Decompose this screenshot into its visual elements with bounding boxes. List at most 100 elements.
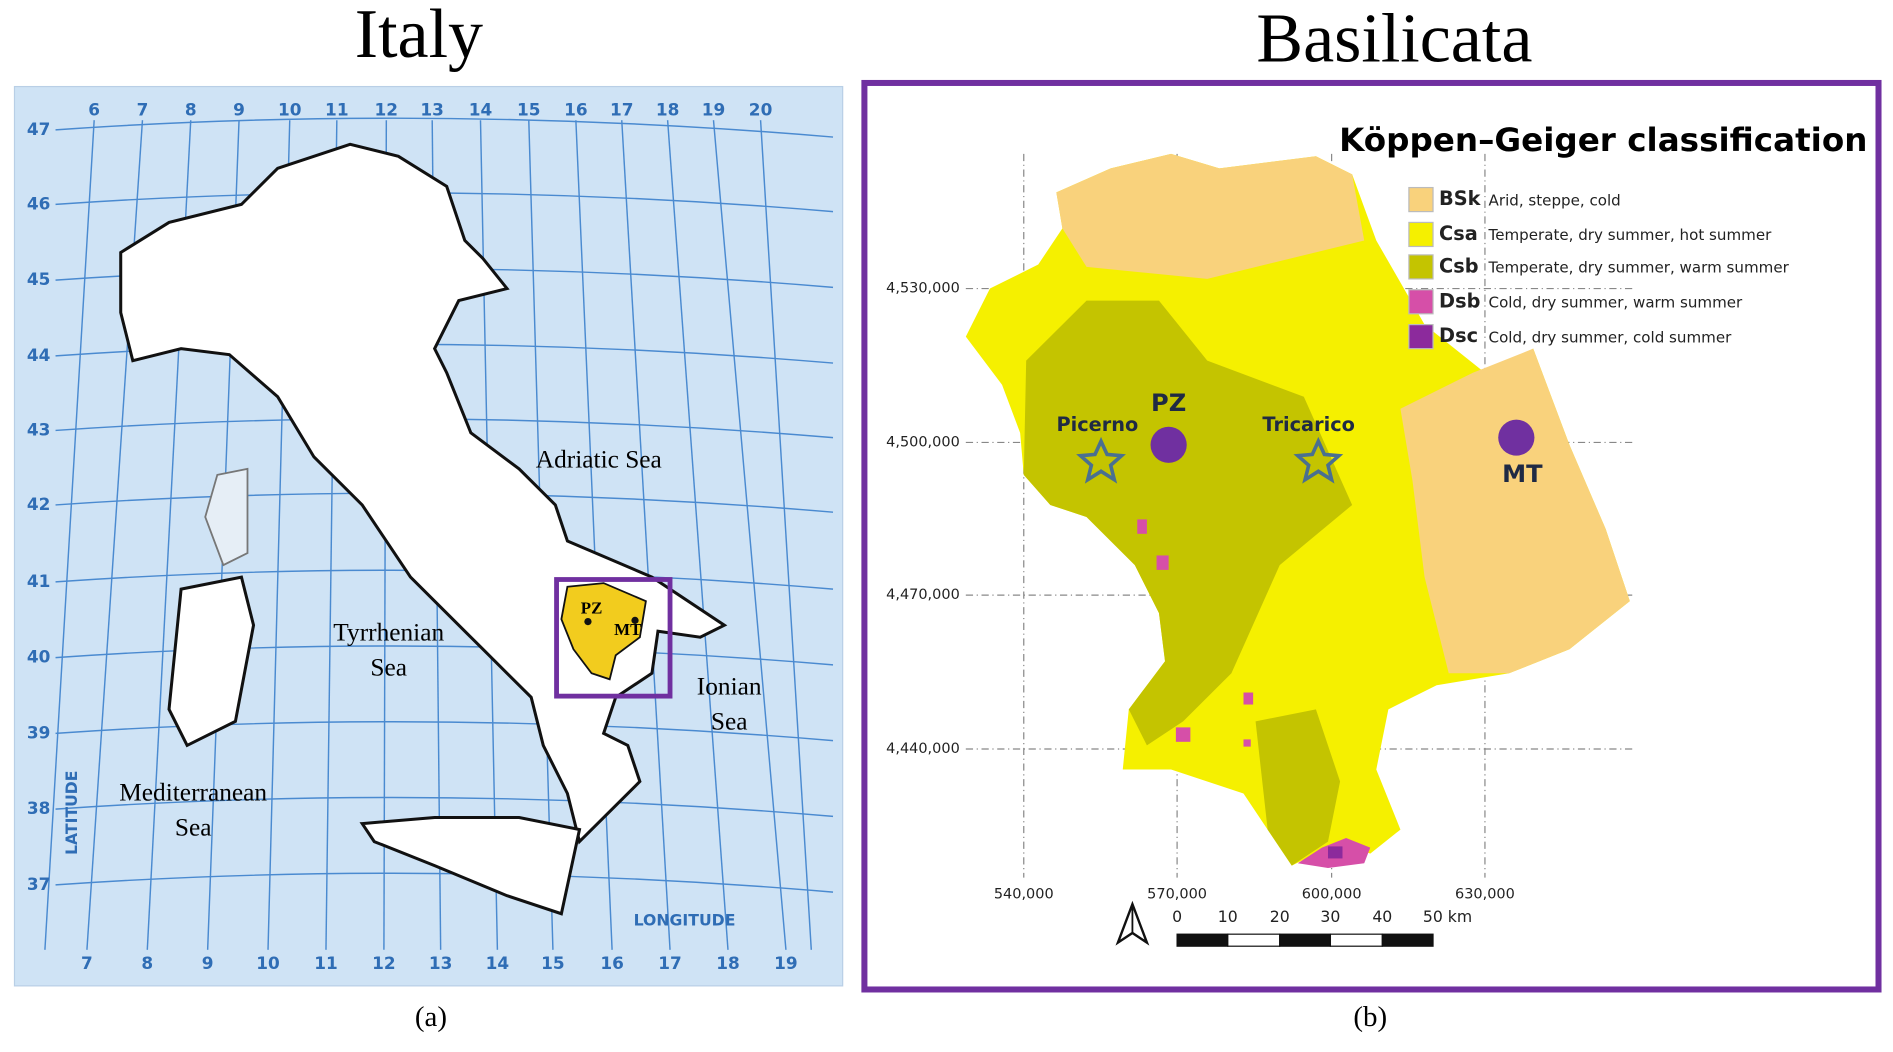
city-dot <box>631 616 639 624</box>
corsica <box>204 467 249 567</box>
basilicata-region <box>560 582 647 681</box>
dsb-patch <box>1175 727 1191 742</box>
scale-segment <box>1329 933 1383 947</box>
city-marker <box>1150 426 1187 463</box>
map-frame <box>13 85 844 987</box>
scale-segment <box>1227 933 1281 947</box>
latitude-label: 45 <box>27 269 51 289</box>
dsb-patch <box>1243 692 1254 705</box>
place-label: Picerno <box>1056 413 1138 436</box>
meridian <box>759 120 813 950</box>
legend-swatch <box>1408 254 1434 280</box>
latitude-label: 44 <box>27 345 51 365</box>
longitude-label: 7 <box>81 953 93 973</box>
latitude-label: 40 <box>27 647 51 667</box>
northing-label: 4,440,000 <box>886 741 960 757</box>
longitude-label: 19 <box>702 100 726 120</box>
latitude-label: 47 <box>27 119 51 139</box>
longitude-label: 16 <box>600 953 624 973</box>
latitude-label: 37 <box>27 874 51 894</box>
place-label: PZ <box>1151 389 1186 417</box>
caption: (a) <box>415 1001 447 1033</box>
legend-code: Csa <box>1439 222 1478 245</box>
legend-swatch <box>1408 186 1434 213</box>
longitude-label: 9 <box>233 100 245 120</box>
longitude-label: 7 <box>137 100 149 120</box>
longitude-label: 19 <box>774 953 798 973</box>
scale-label: 40 <box>1372 907 1392 926</box>
longitude-label: 13 <box>420 100 444 120</box>
place-label: Tricarico <box>1262 413 1355 436</box>
scale-label: 10 <box>1218 907 1238 926</box>
scale-segment <box>1176 933 1229 947</box>
sea-label: Mediterranean <box>119 779 267 807</box>
scale-segment <box>1381 933 1434 947</box>
legend-swatch <box>1408 289 1434 315</box>
easting-label: 600,000 <box>1302 887 1362 903</box>
legend-title: Köppen–Geiger classification <box>1339 121 1867 159</box>
longitude-label: 8 <box>141 953 153 973</box>
dsb-patch <box>1137 519 1147 534</box>
northing-label: 4,500,000 <box>886 434 960 450</box>
region-dsc <box>1327 846 1343 859</box>
longitude-label: 18 <box>716 953 740 973</box>
dsc-patch <box>1327 846 1343 859</box>
legend-swatch <box>1408 221 1434 248</box>
longitude-label: 17 <box>610 100 634 120</box>
scale-label: 0 <box>1172 907 1182 926</box>
parallel <box>55 796 834 818</box>
legend-description: Cold, dry summer, warm summer <box>1489 293 1743 311</box>
longitude-label: 14 <box>469 100 493 120</box>
latitude-label: 46 <box>27 193 51 213</box>
longitude-label: 15 <box>517 100 541 120</box>
place-label: MT <box>1502 460 1543 488</box>
legend-description: Temperate, dry summer, warm summer <box>1488 259 1790 277</box>
sea-label: Sea <box>711 708 748 736</box>
scale-label: 30 <box>1320 907 1340 926</box>
northing-label: 4,530,000 <box>886 281 960 297</box>
axis-label: LATITUDE <box>62 771 81 855</box>
sea-label: Adriatic Sea <box>536 446 662 474</box>
longitude-label: 9 <box>202 953 214 973</box>
longitude-label: 17 <box>658 953 682 973</box>
region-csb <box>1255 709 1341 866</box>
italy-mainland <box>119 142 728 845</box>
easting-label: 630,000 <box>1455 887 1515 903</box>
legend-description: Cold, dry summer, cold summer <box>1489 328 1733 346</box>
dsb-patch <box>1156 555 1169 570</box>
zoom-box <box>554 577 673 699</box>
longitude-label: 11 <box>314 953 338 973</box>
scale-label: 50 km <box>1423 907 1472 926</box>
meridian <box>44 120 95 950</box>
place-star <box>1076 436 1126 484</box>
region-label: PZ <box>581 598 603 617</box>
longitude-label: 15 <box>541 953 565 973</box>
legend-code: BSk <box>1439 187 1482 210</box>
scale-bar: 0 10 20 30 40 50 km <box>1172 907 1472 947</box>
scale-segment <box>1279 933 1332 947</box>
legend-description: Arid, steppe, cold <box>1489 191 1621 209</box>
easting-label: 570,000 <box>1147 887 1207 903</box>
latitude-label: 41 <box>27 571 51 591</box>
parallel <box>55 721 834 742</box>
parallel <box>55 872 834 893</box>
sea-label: Sea <box>175 813 212 841</box>
latitude-label: 39 <box>27 722 51 742</box>
longitude-label: 8 <box>185 100 197 120</box>
longitude-label: 20 <box>749 100 773 120</box>
sea-label: Ionian <box>697 673 762 701</box>
longitude-label: 6 <box>88 100 100 120</box>
legend-code: Dsc <box>1439 324 1478 347</box>
sardinia <box>167 575 256 748</box>
region-label: MT <box>614 620 641 639</box>
sicily <box>359 816 582 916</box>
panel-title: Italy <box>355 0 483 73</box>
caption: (b) <box>1353 1001 1387 1033</box>
legend-swatch <box>1408 324 1434 350</box>
longitude-label: 16 <box>564 100 588 120</box>
parallel <box>55 117 834 138</box>
meridian <box>666 120 729 950</box>
region-bsk <box>1056 153 1365 279</box>
longitude-label: 13 <box>429 953 453 973</box>
